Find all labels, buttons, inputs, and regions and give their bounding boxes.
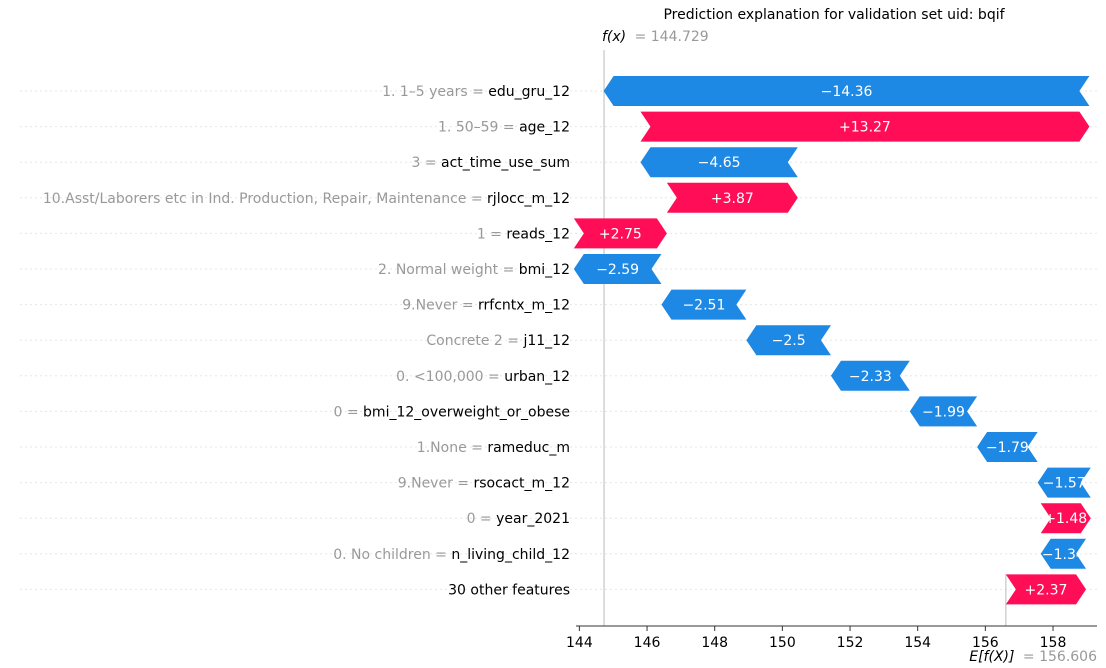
feature-name: act_time_use_sum <box>441 155 570 171</box>
bar-negative <box>661 289 747 320</box>
feature-label: 0. No children = n_living_child_12 <box>333 547 570 563</box>
bar-value-label: +13.27 <box>839 120 891 136</box>
x-tick-label: 146 <box>634 635 661 651</box>
bar-value-label: −1.79 <box>986 440 1029 456</box>
bar-value-label: +1.48 <box>1044 511 1087 527</box>
bar-value-label: −14.36 <box>821 84 873 100</box>
x-tick-label: 156 <box>972 635 999 651</box>
bars: −14.36 +13.27 −4.65 +3.87 +2.75 −2.59 −2.51 −2.… <box>573 76 1091 605</box>
feature-name: urban_12 <box>504 369 570 385</box>
feature-label: 30 other features <box>448 582 570 598</box>
feature-label: 1 = reads_12 <box>477 226 570 242</box>
bar-negative <box>1040 538 1087 569</box>
feature-name: bmi_12_overweight_or_obese <box>363 404 570 420</box>
bar-positive <box>640 111 1090 142</box>
x-tick-label: 158 <box>1040 635 1067 651</box>
feature-name: rjlocc_m_12 <box>487 191 570 207</box>
feature-name: age_12 <box>519 120 570 136</box>
x-tick-label: 144 <box>566 635 593 651</box>
feature-name: rameduc_m <box>487 440 570 456</box>
bar-value-label: −2.33 <box>849 369 892 385</box>
bar-positive <box>666 182 798 213</box>
bar-value-label: −1.34 <box>1042 547 1085 563</box>
feature-label: 9.Never = rsocact_m_12 <box>398 476 570 492</box>
feature-label: 3 = act_time_use_sum <box>411 155 570 171</box>
feature-label: 10.Asst/Laborers etc in Ind. Production,… <box>43 191 570 207</box>
feature-name: bmi_12 <box>519 262 570 278</box>
feature-value: 1 = <box>477 226 507 242</box>
expected-value: = 156.606 <box>1023 649 1097 665</box>
bar-positive <box>1005 574 1087 605</box>
feature-value: 1. 1–5 years = <box>382 84 488 100</box>
feature-name: n_living_child_12 <box>451 547 570 563</box>
feature-name: rsocact_m_12 <box>473 476 570 492</box>
bar-negative <box>640 147 798 178</box>
feature-value: 1.None = <box>417 440 488 456</box>
bar-negative <box>830 360 910 391</box>
feature-name: 30 other features <box>448 582 570 598</box>
x-tick-label: 152 <box>837 635 864 651</box>
feature-name: reads_12 <box>506 226 570 242</box>
bar-negative <box>909 396 978 427</box>
bar-value-label: −4.65 <box>698 155 741 171</box>
feature-name: j11_12 <box>522 333 570 349</box>
feature-label: 1.None = rameduc_m <box>417 440 570 456</box>
x-tick-label: 154 <box>904 635 931 651</box>
bar-negative <box>746 325 831 356</box>
feature-label: 0 = bmi_12_overweight_or_obese <box>334 404 571 420</box>
bar-value-label: +2.37 <box>1024 582 1067 598</box>
bar-negative <box>603 76 1090 106</box>
feature-value: Concrete 2 = <box>426 333 523 349</box>
feature-value: 2. Normal weight = <box>378 262 519 278</box>
bar-negative <box>977 432 1038 462</box>
feature-name: rrfcntx_m_12 <box>478 298 570 314</box>
feature-labels: 1. 1–5 years = edu_gru_12 1. 50–59 = age_… <box>43 84 570 598</box>
feature-value: 0. <100,000 = <box>396 369 504 385</box>
bar-value-label: −2.59 <box>596 262 639 278</box>
x-tick-label: 148 <box>701 635 728 651</box>
feature-label: Concrete 2 = j11_12 <box>426 333 570 349</box>
feature-value: 0. No children = <box>333 547 451 563</box>
feature-label: 0. <100,000 = urban_12 <box>396 369 570 385</box>
feature-label: 1. 50–59 = age_12 <box>438 120 570 136</box>
feature-label: 1. 1–5 years = edu_gru_12 <box>382 84 570 100</box>
feature-value: 3 = <box>411 155 441 171</box>
x-tick-label: 150 <box>769 635 796 651</box>
feature-value: 0 = <box>467 511 497 527</box>
bar-value-label: −1.57 <box>1043 476 1086 492</box>
feature-value: 9.Never = <box>402 298 478 314</box>
feature-value: 1. 50–59 = <box>438 120 519 136</box>
bar-value-label: +3.87 <box>711 191 754 207</box>
feature-label: 0 = year_2021 <box>467 511 570 527</box>
feature-value: 0 = <box>334 404 364 420</box>
fx-value: = 144.729 <box>635 29 709 45</box>
bar-value-label: −2.5 <box>772 333 806 349</box>
feature-label: 2. Normal weight = bmi_12 <box>378 262 570 278</box>
expected-symbol: E[f(X)] <box>969 649 1014 665</box>
bar-value-label: −1.99 <box>922 404 965 420</box>
fx-label: f(x) = 144.729 <box>602 29 709 45</box>
bar-positive <box>573 218 667 249</box>
feature-value: 9.Never = <box>398 476 474 492</box>
feature-name: year_2021 <box>496 511 570 527</box>
bar-value-label: −2.51 <box>682 298 725 314</box>
feature-label: 9.Never = rrfcntx_m_12 <box>402 298 570 314</box>
feature-name: edu_gru_12 <box>488 84 570 100</box>
bar-negative <box>1037 467 1091 498</box>
bar-positive <box>1040 503 1091 534</box>
bar-negative <box>573 254 662 284</box>
x-axis-ticks: 144 146 148 150 152 154 156 158 <box>566 626 1066 651</box>
feature-value: 10.Asst/Laborers etc in Ind. Production,… <box>43 191 487 207</box>
bar-value-label: +2.75 <box>599 226 642 242</box>
chart-title: Prediction explanation for validation se… <box>663 7 1005 23</box>
fx-symbol: f(x) <box>602 29 626 45</box>
expected-label: E[f(X)] = 156.606 <box>969 649 1097 665</box>
